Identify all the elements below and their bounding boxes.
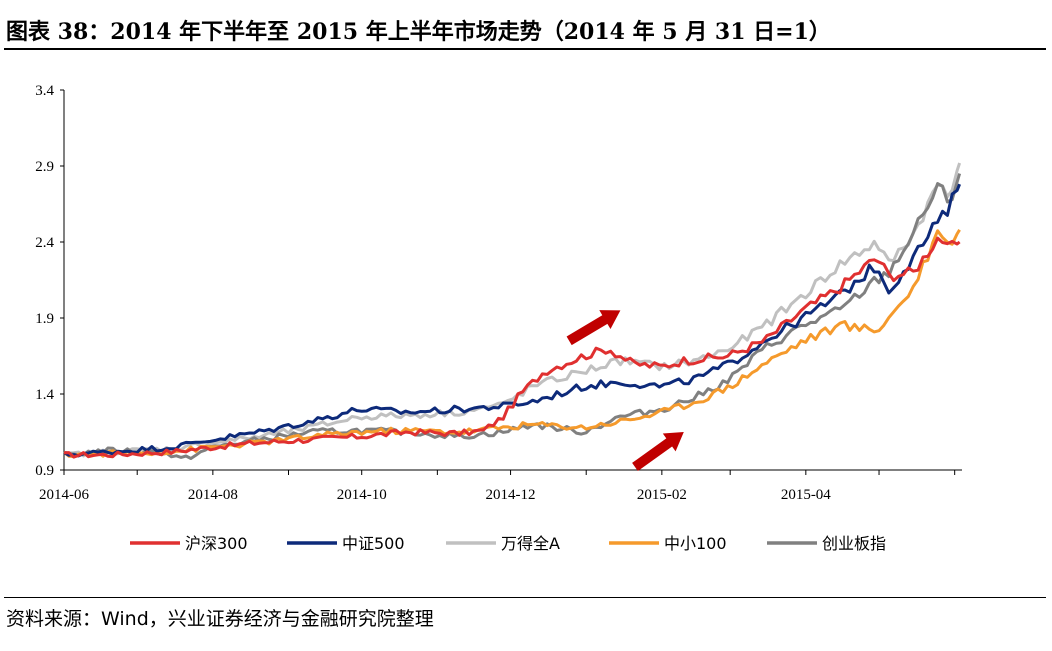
y-tick-label: 3.4 — [35, 83, 54, 99]
legend-label: 中小100 — [664, 534, 727, 553]
chart-legend: 沪深300 中证500 万得全A 中小100 创业板指 — [130, 534, 886, 553]
series-line-4 — [63, 173, 962, 460]
source-divider — [4, 597, 1046, 598]
title-divider — [4, 48, 1046, 50]
legend-item: 万得全A — [446, 534, 560, 553]
y-tick-label: 2.9 — [35, 159, 54, 175]
chart-series — [63, 162, 962, 460]
chart-axes: 0.9 1.4 1.9 2.4 2.9 3.4 2014-06 2014-08 2014-10 2… — [35, 83, 962, 503]
legend-item: 沪深300 — [130, 534, 248, 553]
series-line-0 — [63, 236, 961, 459]
y-tick-label: 0.9 — [35, 463, 54, 479]
x-tick-label: 2015-04 — [781, 487, 831, 503]
x-tick-label: 2014-10 — [337, 487, 387, 503]
x-tick-label: 2014-06 — [39, 487, 89, 503]
legend-item: 中证500 — [287, 534, 405, 553]
y-tick-label: 1.9 — [35, 311, 54, 327]
legend-item: 创业板指 — [767, 534, 886, 553]
line-chart: 0.9 1.4 1.9 2.4 2.9 3.4 2014-06 2014-08 2014-10 2… — [35, 83, 962, 553]
x-tick-label: 2014-08 — [188, 487, 238, 503]
legend-label: 万得全A — [501, 534, 560, 553]
series-line-1 — [63, 183, 961, 458]
trend-arrow-2 — [632, 432, 684, 471]
legend-item: 中小100 — [609, 534, 727, 553]
y-tick-label: 2.4 — [35, 235, 54, 251]
legend-label: 创业板指 — [822, 534, 886, 553]
y-tick-label: 1.4 — [35, 387, 54, 403]
x-tick-label: 2014-12 — [486, 487, 536, 503]
legend-label: 沪深300 — [185, 534, 248, 553]
trend-arrow-1 — [566, 310, 621, 346]
figure-title: 图表 38：2014 年下半年至 2015 年上半年市场走势（2014 年 5 … — [6, 19, 831, 45]
source-note: 资料来源：Wind，兴业证券经济与金融研究院整理 — [6, 608, 434, 630]
chart-annotations — [566, 310, 684, 471]
x-tick-label: 2015-02 — [637, 487, 687, 503]
series-line-2 — [63, 162, 962, 458]
legend-label: 中证500 — [342, 534, 405, 553]
series-line-3 — [63, 229, 961, 458]
